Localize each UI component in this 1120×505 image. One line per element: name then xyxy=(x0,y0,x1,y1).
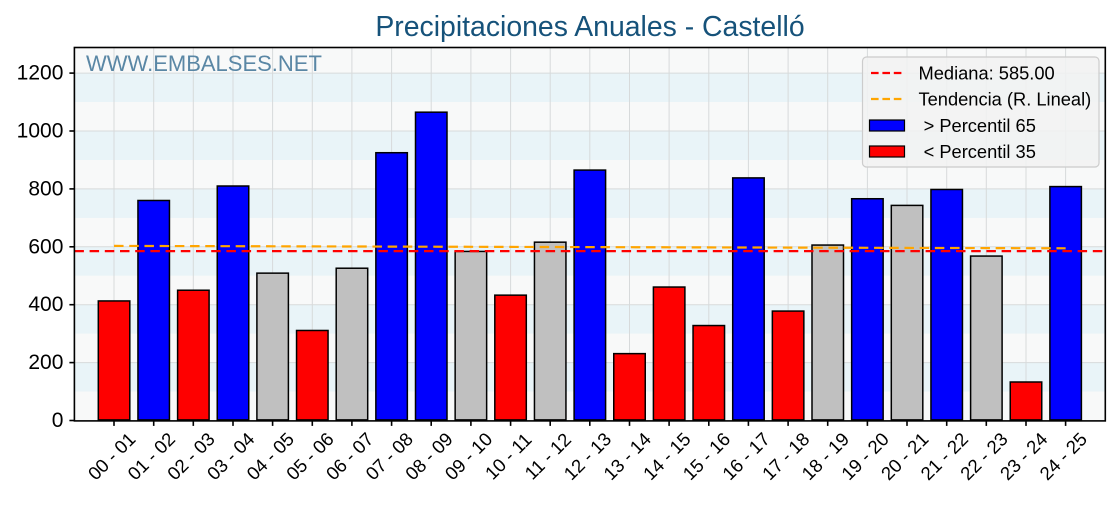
svg-text:1200: 1200 xyxy=(17,62,64,85)
svg-text:600: 600 xyxy=(28,235,63,258)
svg-text:Precipitaciones Anuales - Cast: Precipitaciones Anuales - Castelló xyxy=(375,11,804,43)
svg-text:800: 800 xyxy=(28,177,63,200)
svg-text:< Percentil 35: < Percentil 35 xyxy=(919,141,1036,162)
svg-text:WWW.EMBALSES.NET: WWW.EMBALSES.NET xyxy=(86,51,322,76)
svg-text:1000: 1000 xyxy=(17,120,64,143)
svg-text:> Percentil 65: > Percentil 65 xyxy=(919,115,1036,136)
svg-text:200: 200 xyxy=(28,351,63,374)
svg-text:Mediana: 585.00: Mediana: 585.00 xyxy=(919,63,1055,84)
svg-text:400: 400 xyxy=(28,293,63,316)
svg-text:0: 0 xyxy=(52,409,64,432)
svg-text:Tendencia (R. Lineal): Tendencia (R. Lineal) xyxy=(919,89,1092,110)
